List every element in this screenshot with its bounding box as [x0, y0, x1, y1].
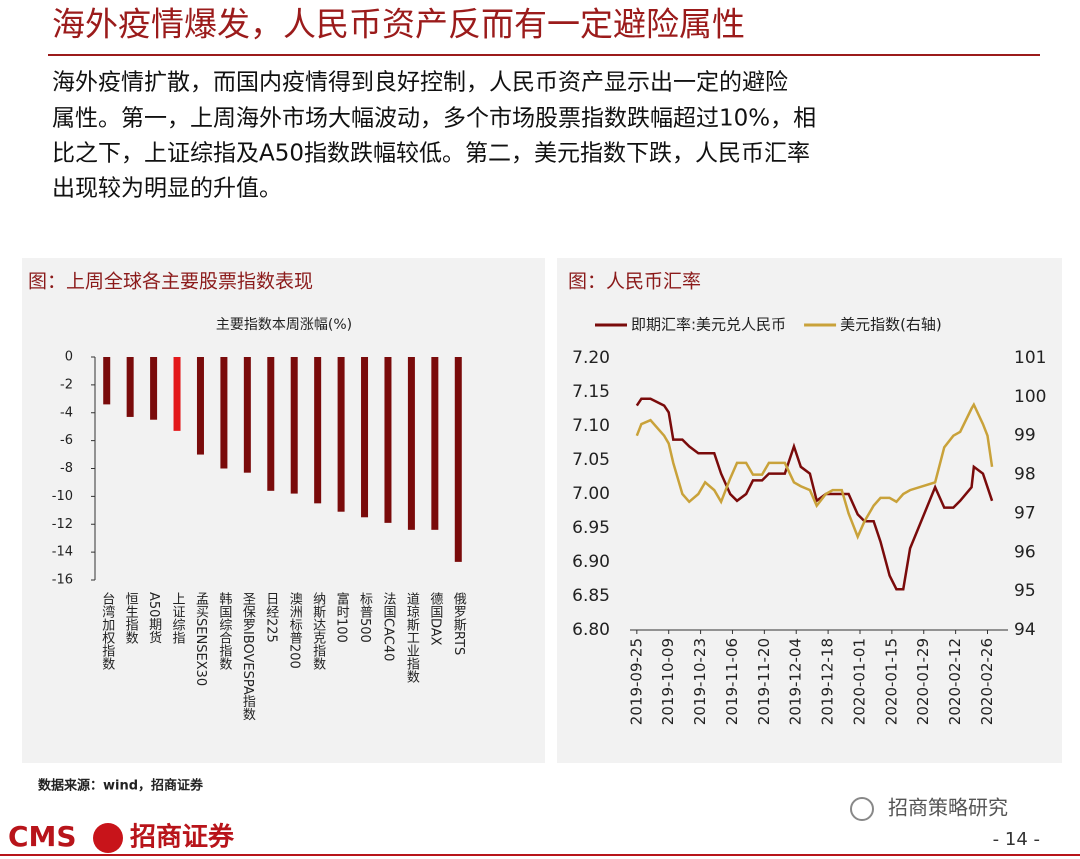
body-line: 属性。第一，上周海外市场大幅波动，多个市场股票指数跌幅超过10%，相 — [52, 106, 816, 132]
bar — [267, 357, 275, 491]
bar — [407, 357, 415, 530]
y2-tick-label: 96 — [1014, 542, 1036, 562]
bar — [290, 357, 298, 494]
x-tick-label: 澳洲标普200 — [287, 591, 303, 668]
bar — [361, 357, 369, 518]
y-tick-label: -16 — [52, 573, 73, 588]
panel-title: 图：上周全球各主要股票指数表现 — [28, 271, 313, 293]
x-tick-label: 2020-01-15 — [882, 638, 900, 725]
x-tick-label: 2020-02-26 — [978, 638, 996, 725]
x-tick-label: 2019-11-20 — [755, 638, 773, 725]
body-line: 海外疫情扩散，而国内疫情得到良好控制，人民币资产显示出一定的避险 — [52, 70, 788, 96]
wechat-icon — [850, 797, 874, 821]
x-tick-label: 2020-01-01 — [850, 638, 868, 725]
y-tick-label: 7.00 — [572, 484, 610, 504]
legend-label: 美元指数(右轴) — [840, 316, 942, 334]
body-line: 出现较为明显的升值。 — [52, 176, 282, 202]
x-tick-label: 上证综指 — [170, 592, 186, 644]
x-tick-label: 恒生指数 — [123, 592, 139, 644]
y2-tick-label: 94 — [1014, 620, 1036, 640]
x-tick-label: 俄罗斯RTS — [451, 592, 467, 655]
x-tick-label: A50期货 — [146, 592, 162, 644]
bar — [384, 357, 392, 523]
x-tick-label: 日经225 — [263, 592, 279, 643]
y-tick-label: 7.05 — [572, 450, 610, 470]
bar — [126, 357, 134, 417]
bar — [220, 357, 228, 469]
bar — [454, 357, 462, 562]
brand: 招商证券 — [130, 822, 235, 853]
page-title: 海外疫情爆发，人民币资产反而有一定避险属性 — [52, 5, 745, 44]
bar — [243, 357, 251, 473]
x-tick-label: 圣保罗IBOVESPA指数 — [240, 592, 256, 721]
panel — [22, 258, 545, 763]
y-tick-label: 6.80 — [572, 620, 610, 640]
legend-label: 即期汇率:美元兑人民币 — [631, 316, 786, 334]
y2-tick-label: 98 — [1014, 465, 1036, 485]
y-tick-label: -8 — [60, 461, 73, 476]
y2-tick-label: 97 — [1014, 503, 1036, 523]
bar — [173, 357, 181, 431]
bar — [150, 357, 158, 420]
y-tick-label: 0 — [65, 350, 73, 365]
x-tick-label: 法国CAC40 — [380, 592, 396, 661]
page-number: - 14 - — [993, 829, 1040, 850]
x-tick-label: 纳斯达克指数 — [310, 592, 326, 670]
brand: CMS — [8, 820, 77, 853]
x-tick-label: 道琼斯工业指数 — [404, 592, 420, 683]
bar — [314, 357, 322, 504]
y-tick-label: 7.15 — [572, 382, 610, 402]
y-tick-label: 7.10 — [572, 416, 610, 436]
y2-tick-label: 101 — [1014, 348, 1046, 368]
x-tick-label: 德国DAX — [427, 592, 443, 646]
x-tick-label: 2019-10-09 — [659, 638, 677, 725]
x-tick-label: 孟买SENSEX30 — [193, 592, 209, 686]
wechat: 招商策略研究 — [888, 796, 1008, 820]
y-tick-label: -6 — [60, 433, 73, 448]
panel — [557, 258, 1062, 763]
y-tick-label: 7.20 — [572, 348, 610, 368]
bar — [337, 357, 345, 512]
x-tick-label: 富时100 — [334, 591, 349, 642]
y-tick-label: -14 — [52, 545, 73, 560]
y-tick-label: 6.85 — [572, 586, 610, 606]
x-tick-label: 2019-10-23 — [691, 638, 709, 725]
bar — [431, 357, 439, 530]
x-tick-label: 2019-12-04 — [787, 638, 805, 725]
x-tick-label: 台湾加权指数 — [99, 592, 115, 670]
bar — [196, 357, 204, 455]
logo — [93, 823, 123, 853]
x-tick-label: 标普500 — [357, 592, 373, 643]
y2-tick-label: 95 — [1014, 581, 1036, 601]
x-tick-label: 2019-09-25 — [627, 638, 645, 725]
x-tick-label: 2019-12-18 — [819, 638, 837, 725]
y-tick-label: 6.90 — [572, 552, 610, 572]
x-tick-label: 2019-11-06 — [723, 638, 741, 725]
panel-title: 图：人民币汇率 — [568, 271, 701, 293]
x-tick-label: 2020-01-29 — [914, 638, 932, 725]
x-tick-label: 韩国综合指数 — [216, 592, 232, 670]
series-line — [635, 397, 994, 591]
bar — [103, 357, 111, 405]
source: 数据来源：wind，招商证券 — [38, 778, 204, 794]
y2-tick-label: 99 — [1014, 426, 1036, 446]
body-line: 比之下，上证综指及A50指数跌幅较低。第二，美元指数下跌，人民币汇率 — [52, 141, 810, 167]
y-tick-label: -4 — [60, 405, 73, 420]
series-line — [635, 401, 994, 541]
x-tick-label: 2020-02-12 — [946, 638, 964, 725]
y-tick-label: -12 — [52, 517, 73, 532]
y-tick-label: -10 — [52, 489, 73, 504]
y-tick-label: -2 — [60, 377, 73, 392]
y-tick-label: 6.95 — [572, 518, 610, 538]
chart-title: 主要指数本周涨幅(%) — [216, 317, 352, 333]
y2-tick-label: 100 — [1014, 387, 1046, 407]
